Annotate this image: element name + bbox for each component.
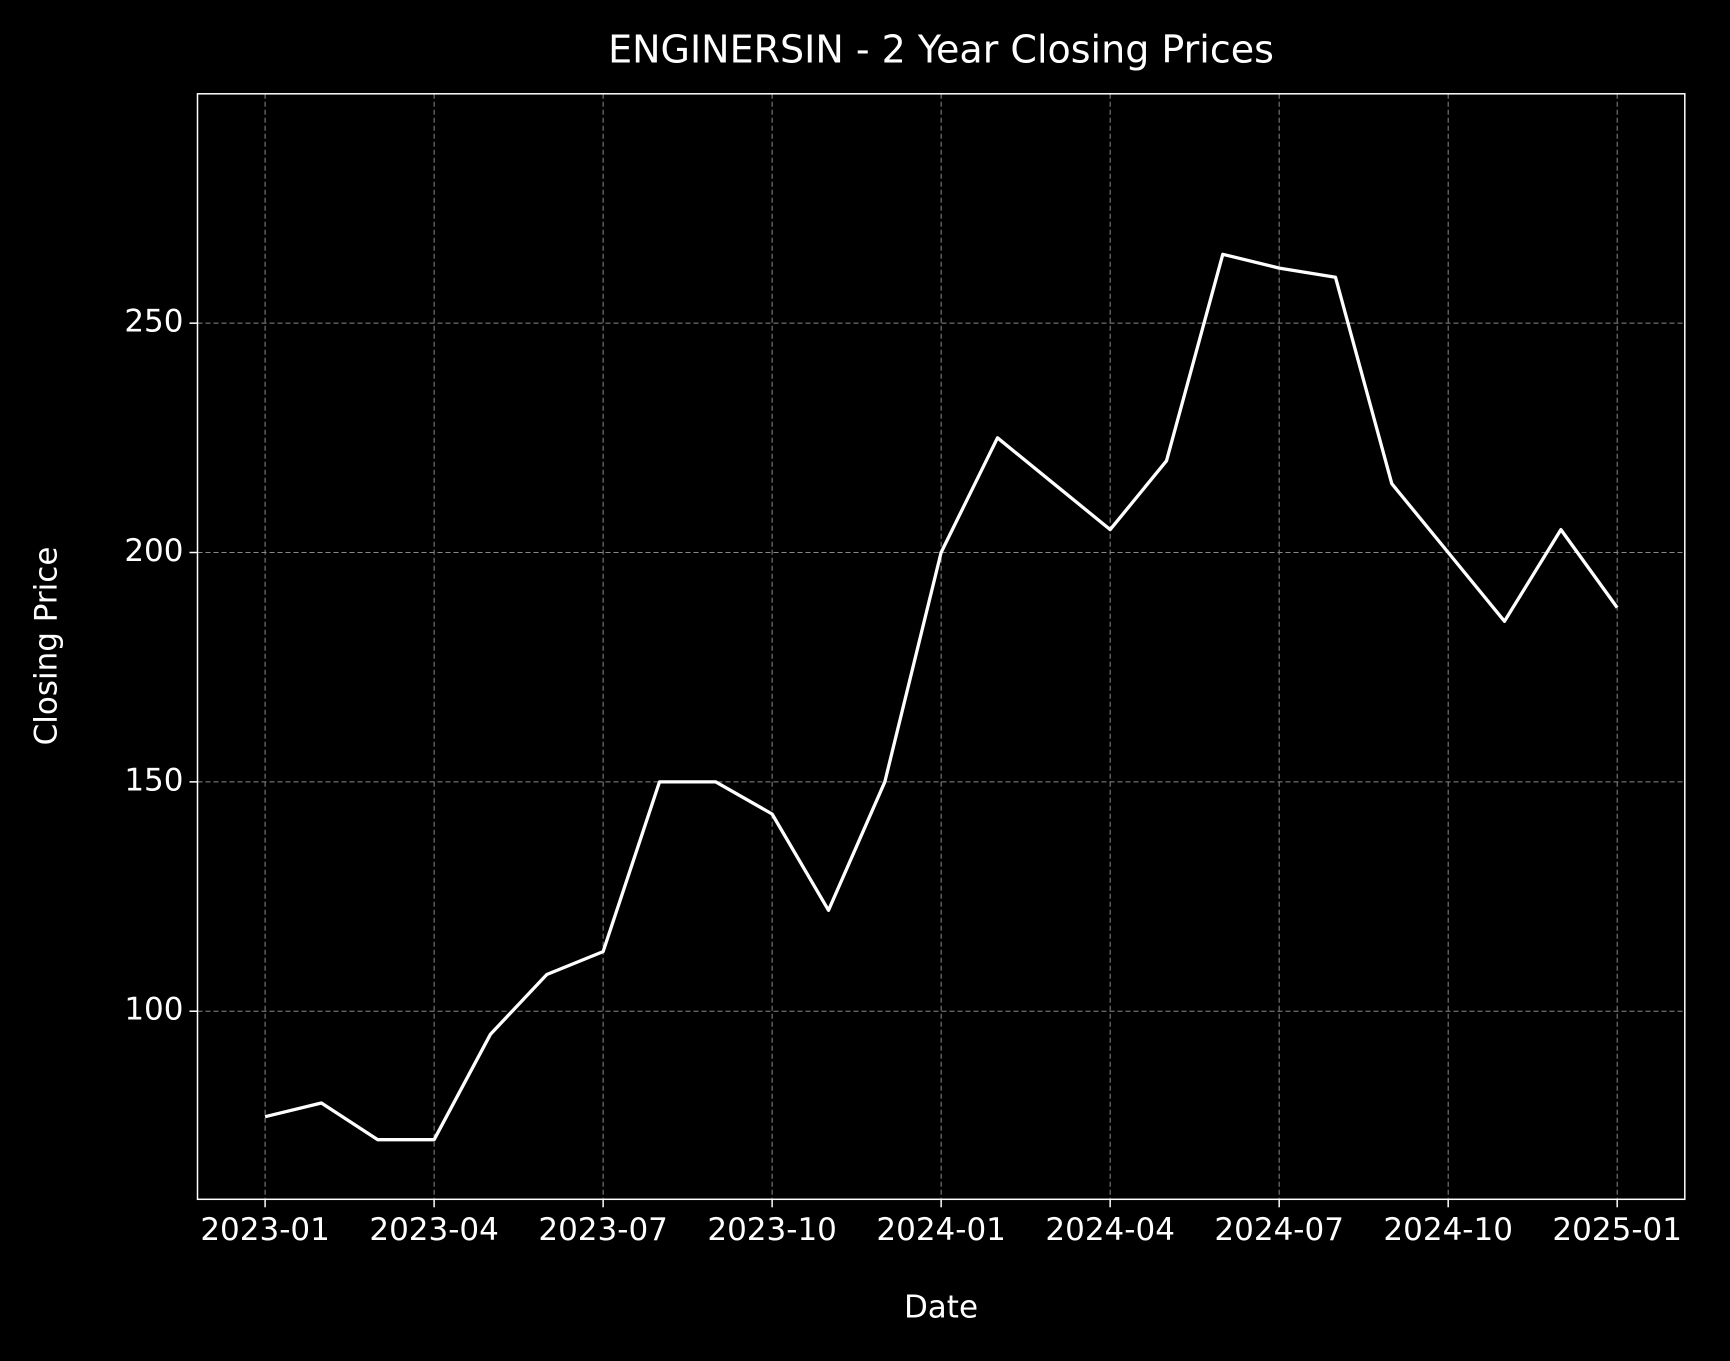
- x-tick-label: 2025-01: [1552, 1212, 1682, 1248]
- price-line: [264, 252, 1619, 1142]
- x-tick-label: 2024-04: [1045, 1212, 1175, 1248]
- x-axis-label: Date: [904, 1290, 978, 1326]
- x-tick-label: 2024-07: [1214, 1212, 1344, 1248]
- x-tick-label: 2024-10: [1383, 1212, 1513, 1248]
- y-tick-label: 250: [124, 304, 183, 340]
- x-tick-label: 2023-10: [707, 1212, 837, 1248]
- plot-frame: [196, 93, 1686, 1201]
- chart-title: ENGINERSIN - 2 Year Closing Prices: [608, 28, 1274, 72]
- y-tick-label: 150: [124, 762, 183, 798]
- y-axis-label: Closing Price: [29, 547, 65, 746]
- x-tick-label: 2024-01: [876, 1212, 1006, 1248]
- x-tick-label: 2023-01: [200, 1212, 330, 1248]
- x-tick-label: 2023-04: [369, 1212, 499, 1248]
- y-tick-label: 100: [124, 992, 183, 1028]
- x-tick-label: 2023-07: [538, 1212, 668, 1248]
- y-tick-label: 200: [124, 533, 183, 569]
